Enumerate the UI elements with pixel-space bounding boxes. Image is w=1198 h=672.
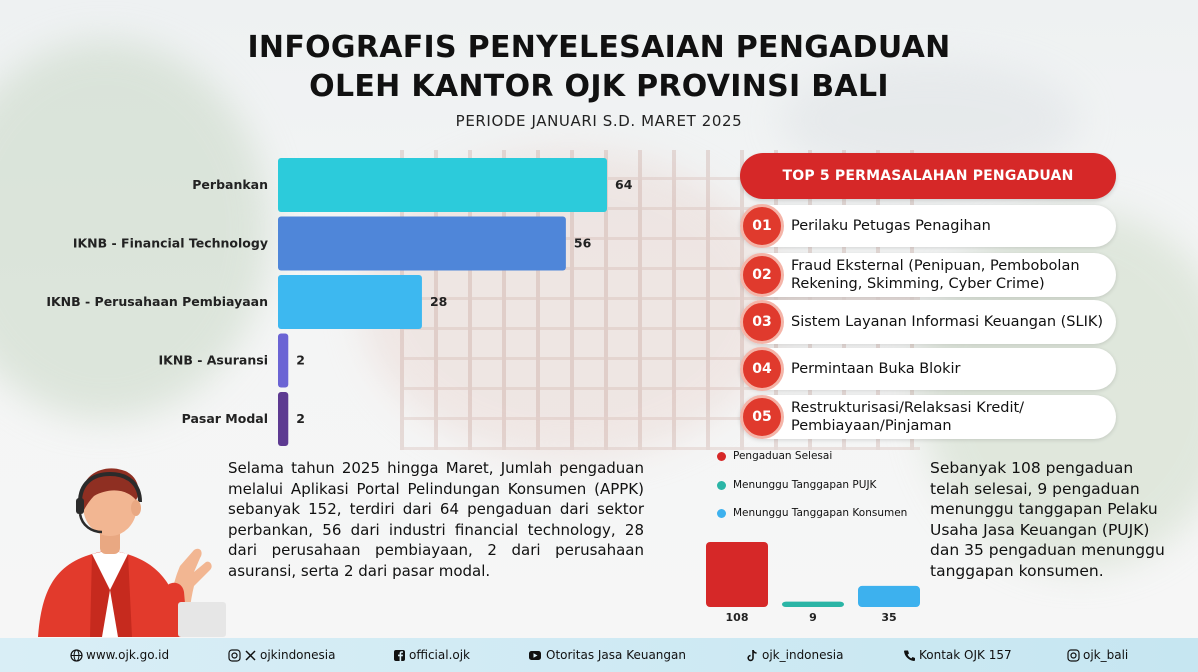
top5-number: 04: [740, 347, 784, 391]
sector-label: Perbankan: [192, 177, 268, 192]
sector-value: 2: [296, 411, 305, 426]
top5-number: 05: [740, 395, 784, 439]
tiktok-icon: [747, 649, 757, 661]
sector-label: IKNB - Perusahaan Pembiayaan: [46, 294, 268, 309]
status-bar: [706, 542, 768, 607]
sector-value: 64: [615, 177, 633, 192]
status-value: 35: [881, 611, 896, 624]
top5-number: 03: [740, 300, 784, 344]
footer-instagram-bali-label: ojk_bali: [1083, 648, 1129, 662]
summary-right-paragraph: Sebanyak 108 pengaduan telah selesai, 9 …: [930, 459, 1165, 580]
top5-text: Restrukturisasi/Relaksasi Kredit/ Pembia…: [791, 400, 1025, 434]
legend-dot: [717, 508, 726, 518]
footer-website[interactable]: www.ojk.go.id: [70, 648, 169, 662]
page-title-line-1: INFOGRAFIS PENYELESAIAN PENGADUAN: [247, 30, 951, 65]
instagram-icon: [228, 648, 241, 662]
footer-youtube-label: Otoritas Jasa Keuangan: [546, 648, 686, 662]
sector-label: IKNB - Financial Technology: [73, 236, 268, 251]
top5-number: 01: [740, 204, 784, 248]
top5-item-2: 02 Fraud Eksternal (Penipuan, Pembobolan…: [740, 253, 1116, 297]
customer-service-illustration: [38, 468, 226, 637]
page-title-line-2: OLEH KANTOR OJK PROVINSI BALI: [309, 69, 889, 104]
footer-tiktok[interactable]: ojk_indonesia: [746, 648, 843, 662]
phone-icon: [904, 650, 915, 661]
footer-tiktok-label: ojk_indonesia: [762, 648, 844, 662]
status-value: 108: [726, 611, 749, 624]
globe-icon: [70, 648, 83, 662]
top5-item-3: 03 Sistem Layanan Informasi Keuangan (SL…: [740, 300, 1116, 344]
footer-website-label: www.ojk.go.id: [86, 648, 170, 662]
instagram-icon: [1067, 648, 1080, 662]
sector-label: IKNB - Asuransi: [159, 353, 268, 368]
status-bar: [858, 585, 920, 607]
footer-instagram-bali[interactable]: ojk_bali: [1067, 648, 1128, 662]
sector-bar: [278, 216, 566, 271]
legend-dot: [717, 480, 726, 490]
status-value: 9: [809, 611, 817, 624]
complaints-by-sector-chart: Perbankan 64 IKNB - Financial Technology 56…: [46, 158, 633, 446]
footer-bar: www.ojk.go.id ojkindonesia official.ojk …: [0, 638, 1198, 672]
legend-label: Pengaduan Selesai: [733, 450, 833, 462]
complaint-status-chart: 108 9 35: [706, 542, 920, 624]
top5-item-4: 04 Permintaan Buka Blokir: [740, 347, 1116, 391]
top5-number: 02: [740, 253, 784, 297]
footer-facebook[interactable]: official.ojk: [393, 648, 470, 662]
legend-dot: [717, 451, 726, 461]
sector-value: 56: [574, 236, 592, 251]
legend-label: Menunggu Tanggapan Konsumen: [733, 507, 908, 519]
facebook-icon: [394, 649, 405, 661]
footer-instagram-x[interactable]: ojkindonesia: [228, 648, 335, 662]
legend-item-konsumen: Menunggu Tanggapan Konsumen: [717, 507, 907, 519]
sector-value: 2: [296, 353, 305, 368]
sector-bar: [278, 158, 607, 212]
sector-bar: [278, 333, 289, 388]
top5-item-5: 05 Restrukturisasi/Relaksasi Kredit/ Pem…: [740, 395, 1116, 439]
top5-text: Fraud Eksternal (Penipuan, Pembobolan Re…: [791, 258, 1080, 292]
summary-left-paragraph: Selama tahun 2025 hingga Maret, Jumlah p…: [228, 459, 644, 580]
youtube-icon: [529, 650, 541, 660]
top5-text: Perilaku Petugas Penagihan: [791, 218, 991, 234]
period-subtitle: PERIODE JANUARI S.D. MARET 2025: [455, 112, 743, 130]
legend-label: Menunggu Tanggapan PUJK: [733, 479, 877, 491]
x-twitter-icon: [245, 649, 256, 661]
footer-phone-label: Kontak OJK 157: [919, 648, 1012, 662]
top5-text: Sistem Layanan Informasi Keuangan (SLIK): [791, 314, 1104, 330]
top5-item-1: 01 Perilaku Petugas Penagihan: [740, 204, 1116, 248]
top5-heading: TOP 5 PERMASALAHAN PENGADUAN: [740, 153, 1116, 199]
top5-text: Permintaan Buka Blokir: [791, 361, 961, 377]
footer-phone[interactable]: Kontak OJK 157: [903, 648, 1012, 662]
legend-item-selesai: Pengaduan Selesai: [717, 450, 832, 462]
sector-value: 28: [430, 294, 447, 309]
status-bar: [782, 601, 844, 607]
sector-bar: [278, 275, 422, 329]
sector-label: Pasar Modal: [182, 411, 268, 426]
footer-instagram-x-label: ojkindonesia: [260, 648, 336, 662]
legend-item-pujk: Menunggu Tanggapan PUJK: [717, 479, 876, 491]
sector-bar: [278, 392, 289, 446]
footer-youtube[interactable]: Otoritas Jasa Keuangan: [527, 648, 686, 662]
footer-facebook-label: official.ojk: [409, 648, 471, 662]
